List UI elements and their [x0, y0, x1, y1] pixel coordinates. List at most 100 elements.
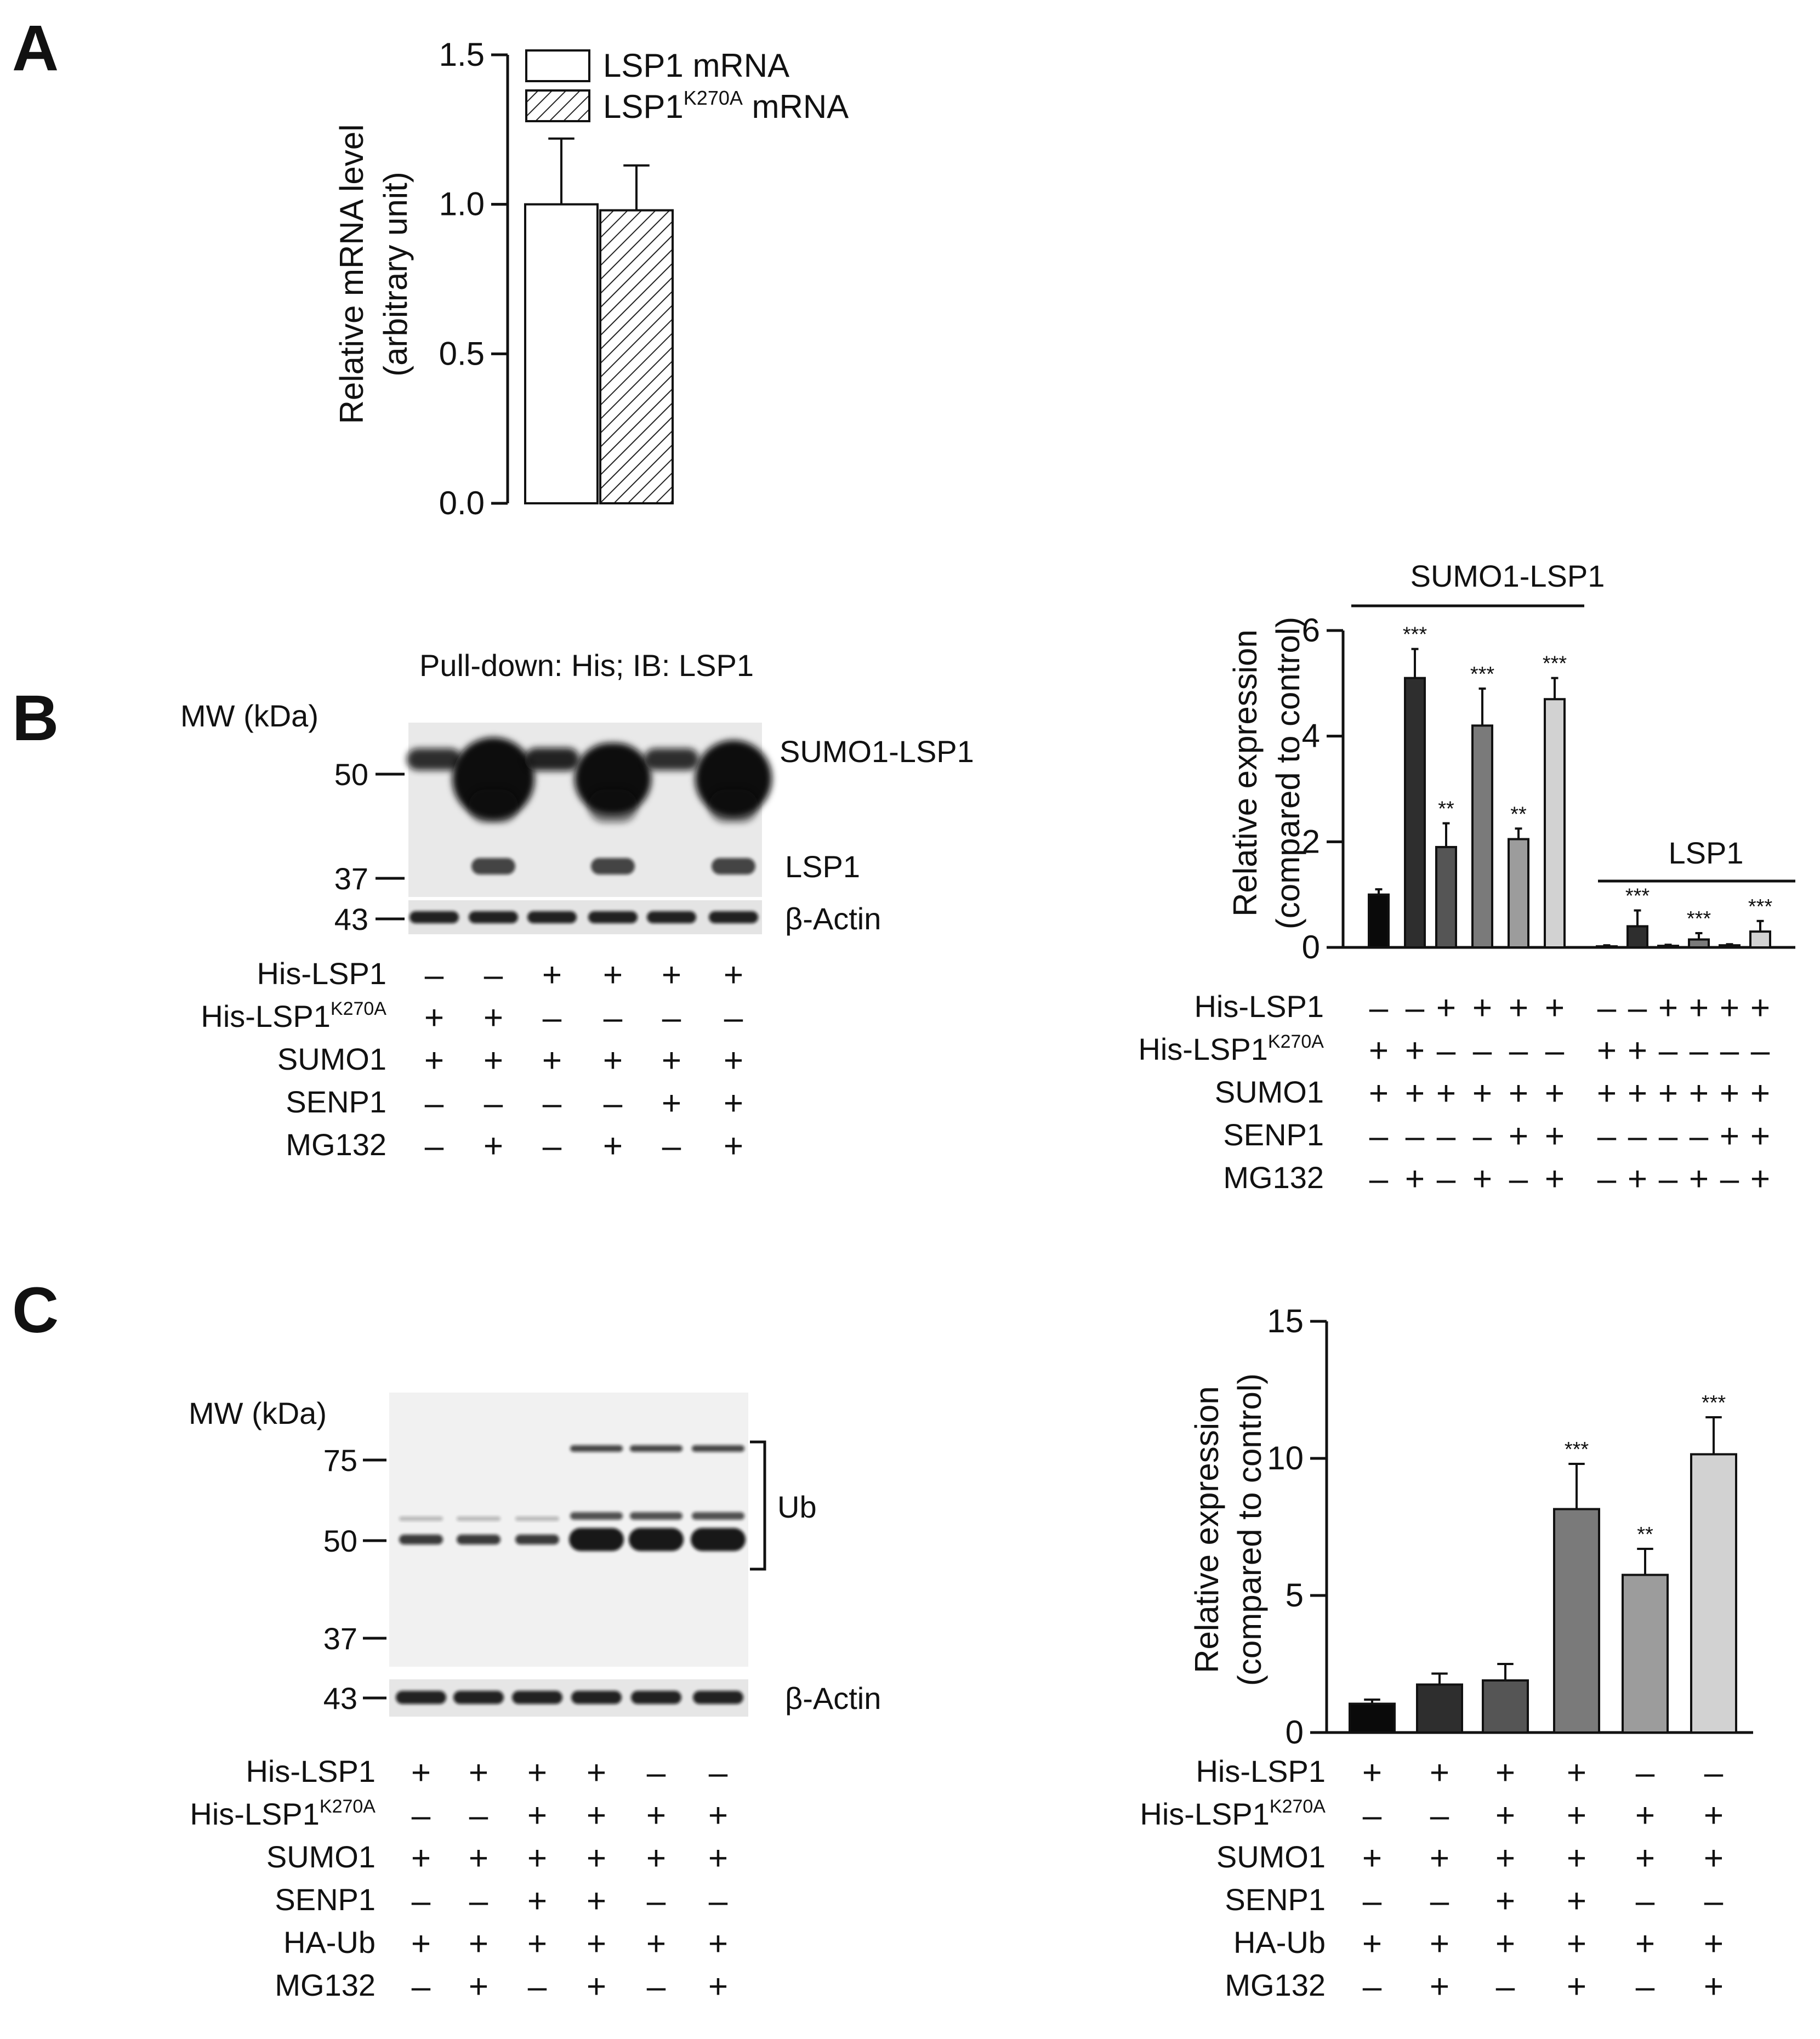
panel-b-blot-sign-1-2: – — [543, 999, 562, 1037]
panel-c-chart-row-label-4: HA-Ub — [1233, 1925, 1326, 1960]
panel-b-marker-50: 50 — [334, 757, 368, 792]
panel-c-y-tick-label-10: 10 — [1267, 1440, 1304, 1476]
panel-b-chart-sign-4-6: – — [1597, 1160, 1617, 1198]
panel-b-lsp1-sig-1: *** — [1625, 885, 1650, 908]
panel-b-chart-sign-2-5: + — [1545, 1075, 1565, 1112]
panel-a-legend: LSP1 mRNA LSP1K270A mRNA — [525, 47, 849, 125]
panel-b-chart-sign-0-7: – — [1628, 989, 1647, 1027]
actin-band-b-5 — [709, 911, 758, 923]
ub-50-band-5 — [691, 1528, 746, 1551]
panel-c-chart-sign-4-1: + — [1430, 1925, 1449, 1963]
panel-b-ylabel-line1: Relative expression — [1227, 629, 1264, 917]
panel-b-chart-sign-0-1: – — [1406, 989, 1425, 1027]
panel-b-mw-header: MW (kDa) — [180, 698, 318, 733]
panel-c-blot-sign-0-3: + — [587, 1754, 606, 1792]
actin-band-b-3 — [588, 911, 638, 923]
panel-c-actin-bands — [396, 1691, 743, 1704]
actin-band-c-5 — [693, 1691, 743, 1704]
panel-c-ylabel-line1: Relative expression — [1188, 1386, 1225, 1673]
panel-c-blot-row-label-5: MG132 — [275, 1968, 376, 2002]
panel-b-chart-sign-2-3: + — [1472, 1075, 1492, 1112]
panel-c-chart-sign-5-1: + — [1430, 1968, 1449, 2006]
panel-c-chart-row-label-0: His-LSP1 — [1196, 1754, 1326, 1788]
panel-c-chart-sign-1-4: + — [1635, 1797, 1655, 1834]
sumo1-lsp1-band-0 — [407, 748, 462, 770]
panel-b-actin-bands — [410, 911, 758, 923]
panel-b-chart-sign-3-6: – — [1597, 1117, 1617, 1155]
legend-swatch-open — [525, 49, 590, 82]
panel-c-chart-sign-0-5: – — [1704, 1754, 1724, 1792]
panel-b-blot-sign-3-0: – — [425, 1084, 444, 1122]
panel-c-blot-sign-3-4: – — [647, 1882, 666, 1920]
panel-c-blot-sign-3-0: – — [412, 1882, 431, 1920]
ub-55-band-4 — [630, 1512, 682, 1520]
panel-b-chart-sign-4-5: + — [1545, 1160, 1565, 1198]
panel-c-chart-row-label-2: SUMO1 — [1216, 1839, 1326, 1874]
actin-band-b-0 — [410, 911, 459, 923]
panel-c-bar-1 — [1416, 1683, 1463, 1734]
panel-b-blot-sign-4-1: + — [484, 1127, 503, 1165]
panel-c-blot-sign-1-5: + — [708, 1797, 728, 1834]
ub-55-band-3 — [570, 1512, 623, 1520]
panel-b-chart-row-label-2: SUMO1 — [1215, 1075, 1324, 1109]
panel-c-chart-sign-2-1: + — [1430, 1839, 1449, 1877]
panel-b-sumo-sig-1: *** — [1403, 623, 1427, 646]
panel-b-chart-sign-1-4: – — [1509, 1032, 1528, 1070]
panel-b-chart-sign-0-6: – — [1597, 989, 1617, 1027]
panel-b-chart-sign-3-2: – — [1437, 1117, 1456, 1155]
panel-c-chart-sign-4-2: + — [1495, 1925, 1515, 1963]
panel-c-blot-sign-2-0: + — [411, 1839, 431, 1877]
actin-band-c-2 — [512, 1691, 562, 1704]
panel-b-bars: ********************** — [1368, 623, 1773, 949]
panel-c-blot-sign-4-1: + — [469, 1925, 488, 1963]
actin-band-c-1 — [453, 1691, 504, 1704]
panel-b-label-lsp1: LSP1 — [785, 849, 860, 884]
panel-b-chart-sign-1-7: + — [1628, 1032, 1647, 1070]
panel-b-sumo-sig-5: *** — [1543, 652, 1567, 675]
panel-c-bars: ******** — [1349, 1391, 1737, 1734]
panel-b-lsp1-sig-5: *** — [1748, 895, 1773, 918]
panel-b-chart: 0 2 4 6 Relative expression (compared to co… — [1138, 559, 1795, 1198]
panel-c-bar-0 — [1349, 1702, 1396, 1734]
panel-c-bar-4 — [1622, 1574, 1669, 1734]
panel-c-chart-sign-1-2: + — [1495, 1797, 1515, 1834]
panel-b-label-sumo1-lsp1: SUMO1-LSP1 — [780, 734, 974, 769]
panel-c-chart-sign-3-3: + — [1567, 1882, 1586, 1920]
panel-b-chart-sign-0-8: + — [1658, 989, 1678, 1027]
panel-a-bars — [524, 137, 674, 505]
panel-c-blot-sign-3-3: + — [587, 1882, 606, 1920]
panel-b-chart-sign-0-2: + — [1436, 989, 1456, 1027]
panel-b-chart-sign-0-11: + — [1750, 989, 1770, 1027]
panel-b-chart-sign-4-0: – — [1369, 1160, 1389, 1198]
panel-b-sumo-sig-3: *** — [1470, 663, 1495, 686]
panel-c-chart-sign-1-5: + — [1704, 1797, 1724, 1834]
panel-b-blot-sign-2-4: + — [662, 1042, 681, 1080]
actin-band-c-4 — [631, 1691, 681, 1704]
panel-c-blot-sign-1-1: – — [469, 1797, 488, 1834]
panel-b-chart-sign-2-6: + — [1597, 1075, 1617, 1112]
actin-band-b-4 — [647, 911, 696, 923]
lsp1-band-1 — [471, 858, 515, 874]
panel-b-chart-sign-4-9: + — [1689, 1160, 1709, 1198]
panel-c-chart-sign-3-5: – — [1704, 1882, 1724, 1920]
panel-b-blot-sign-1-5: – — [724, 999, 743, 1037]
ub-50-band-3 — [569, 1528, 624, 1551]
panel-b-blot-sign-0-4: + — [662, 956, 681, 994]
panel-a-letter: A — [12, 12, 59, 84]
panel-c-chart-sign-4-0: + — [1362, 1925, 1382, 1963]
panel-b-actin-strip — [408, 900, 762, 934]
ub-50-band-4 — [629, 1528, 684, 1551]
panel-b-chart-sign-1-11: – — [1751, 1032, 1770, 1070]
panel-b-y-tick-label-4: 4 — [1302, 718, 1320, 754]
panel-c-mw-header: MW (kDa) — [189, 1396, 327, 1430]
panel-b-chart-sign-4-2: – — [1437, 1160, 1456, 1198]
panel-c-chart-sign-0-2: + — [1495, 1754, 1515, 1792]
panel-b-chart-sign-0-3: + — [1472, 989, 1492, 1027]
panel-c-blot-row-label-0: His-LSP1 — [246, 1754, 376, 1788]
panel-c-label-ub: Ub — [777, 1490, 817, 1524]
panel-c-blot-bands — [399, 1445, 746, 1551]
panel-b-label-actin: β-Actin — [785, 901, 881, 936]
panel-c-chart-sign-4-5: + — [1704, 1925, 1724, 1963]
panel-c-blot-sign-5-4: – — [647, 1968, 666, 2006]
